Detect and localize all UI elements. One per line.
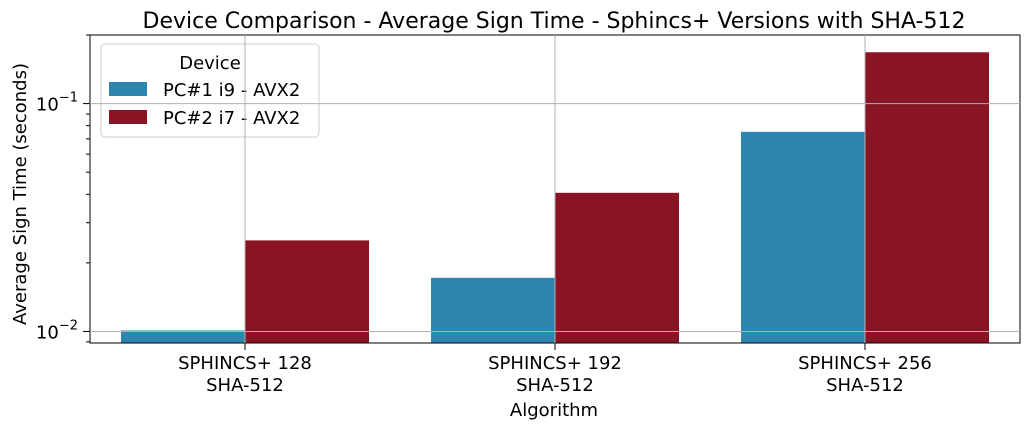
legend-swatch bbox=[109, 82, 147, 96]
bar-1-1 bbox=[121, 330, 245, 343]
legend-title: Device bbox=[179, 53, 241, 74]
y-axis-label: Average Sign Time (seconds) bbox=[10, 63, 31, 325]
bar-2-1 bbox=[245, 240, 369, 343]
legend-frame bbox=[100, 43, 320, 138]
bar-2-3 bbox=[865, 52, 989, 344]
y-tick-label: 10−1 bbox=[36, 91, 78, 116]
x-tick-label: SHA-512 bbox=[206, 375, 284, 396]
legend-entries: PC#1 i9 - AVX2 PC#2 i7 - AVX2 bbox=[109, 80, 300, 129]
x-tick-label: SHA-512 bbox=[826, 375, 904, 396]
x-tick-label: SPHINCS+ 128 bbox=[178, 353, 312, 374]
y-tick-label: 10−2 bbox=[36, 318, 78, 343]
chart-title: Device Comparison - Average Sign Time - … bbox=[143, 9, 966, 34]
legend-swatch bbox=[109, 110, 147, 124]
legend: Device PC#1 i9 - AVX2 PC#2 i7 - AVX2 bbox=[100, 43, 320, 138]
grid-layer bbox=[90, 35, 1020, 343]
x-tick-label: SPHINCS+ 256 bbox=[798, 353, 932, 374]
bar-1-2 bbox=[431, 277, 555, 343]
bar-2-2 bbox=[555, 192, 679, 343]
x-tick-label: SHA-512 bbox=[516, 375, 594, 396]
bars-layer bbox=[121, 52, 989, 344]
legend-label: PC#1 i9 - AVX2 bbox=[163, 80, 300, 101]
bar-1-3 bbox=[741, 131, 865, 343]
x-tick-label: SPHINCS+ 192 bbox=[488, 353, 622, 374]
x-axis-label: Algorithm bbox=[510, 400, 598, 421]
legend-label: PC#2 i7 - AVX2 bbox=[163, 108, 300, 129]
